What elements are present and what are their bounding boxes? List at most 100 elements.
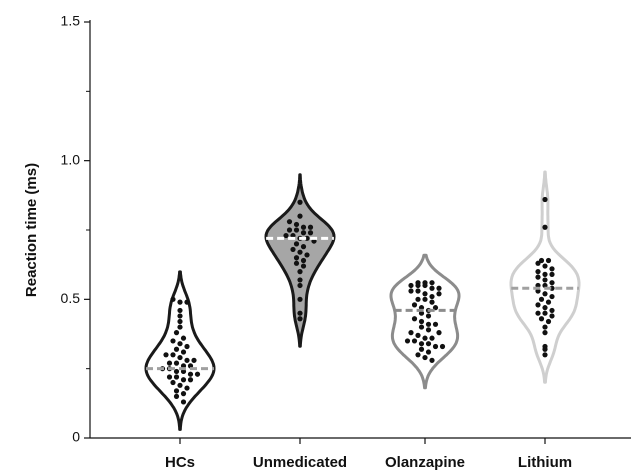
y-axis-label: Reaction time (ms) [23,163,40,297]
data-point [425,321,432,327]
data-point [180,349,187,355]
x-tick-label: Lithium [518,454,572,471]
data-point [538,257,545,264]
data-point [177,341,183,347]
data-point [173,360,180,366]
data-point [542,310,548,316]
data-point [286,227,293,233]
data-point [436,291,442,297]
data-point [293,227,300,233]
data-point [422,291,428,297]
data-point [300,230,307,236]
data-point [425,327,432,333]
x-tick-label: Unmedicated [253,454,347,471]
data-point [300,257,307,264]
y-tick-label: 0 [72,429,80,445]
data-point [184,343,190,350]
data-point [542,305,548,311]
data-point [436,330,442,336]
violin [389,253,461,390]
data-point [535,274,541,280]
data-point [432,343,439,350]
data-point [422,282,428,289]
data-point [300,263,307,269]
data-point [549,280,555,286]
data-point [191,357,197,363]
data-point [538,316,545,322]
data-point [542,196,548,203]
data-point [297,269,303,275]
data-point [180,335,187,341]
data-point [549,266,555,272]
data-point [173,388,180,394]
data-point [542,263,548,269]
data-point [180,399,187,405]
data-point [170,296,176,302]
data-point [286,219,293,225]
x-tick-label: Olanzapine [385,454,465,471]
data-point [429,335,435,341]
data-point [177,382,183,388]
data-point [538,296,545,302]
data-point [415,332,421,338]
data-point [297,249,303,255]
data-point [411,302,418,308]
data-point [293,255,300,261]
data-point [293,260,300,266]
data-point [429,357,435,363]
data-point [177,307,183,314]
data-point [180,377,187,383]
data-point [411,316,418,322]
data-point [194,371,201,377]
data-point [542,352,548,358]
y-tick-label: 1.0 [61,151,81,167]
data-point [418,318,425,325]
data-point [542,291,548,297]
data-point [283,232,289,239]
y-tick-label: 0.5 [61,290,81,306]
data-point [542,271,548,277]
data-point [549,313,555,319]
data-point [297,296,303,302]
data-point [535,260,541,266]
data-point [545,318,552,325]
violin [509,170,581,384]
data-point [297,282,303,289]
data-point [425,341,432,347]
data-point [173,346,180,352]
data-point [184,385,190,391]
data-point [300,244,307,250]
data-point [549,307,555,314]
data-point [535,269,541,275]
data-point [422,335,428,341]
data-point [293,221,300,228]
data-point [429,299,435,305]
data-point [173,374,180,380]
data-point [408,288,414,294]
data-point [432,321,439,327]
data-point [180,391,187,397]
data-point [411,338,418,344]
data-point [297,316,303,322]
data-point [436,285,442,291]
data-point [307,230,314,236]
data-point [429,293,435,300]
data-point [173,368,180,375]
data-point [297,213,303,219]
data-point [418,341,425,347]
data-point [542,324,548,330]
data-point [293,241,300,247]
data-point [173,330,180,336]
data-point [542,277,548,283]
data-point [187,371,194,377]
data-point [297,199,303,205]
data-point [177,354,183,361]
data-point [187,377,194,383]
data-point [163,352,169,358]
data-point [415,288,421,294]
data-point [297,277,303,283]
data-point [422,354,428,361]
data-point [545,257,552,264]
data-point [184,299,190,305]
data-point [166,374,173,380]
